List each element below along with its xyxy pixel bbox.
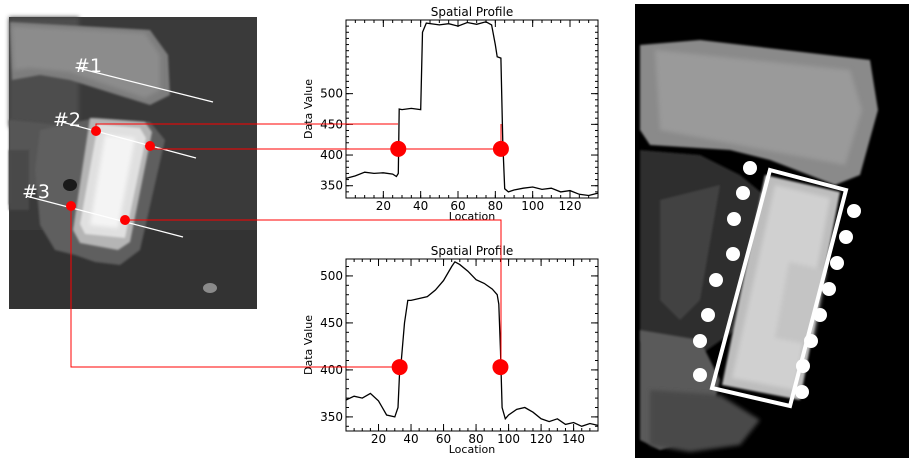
x-tick-label: 140 — [562, 432, 585, 446]
x-tick-label: 80 — [468, 432, 483, 446]
plot-frame — [345, 258, 599, 432]
y-axis-label: Data Value — [302, 315, 315, 375]
x-tick-label: 20 — [376, 199, 391, 213]
x-axis-label: Location — [449, 210, 496, 223]
plot-frame — [345, 19, 599, 199]
right-height-image — [635, 4, 909, 458]
connector-lines — [70, 123, 502, 368]
y-tick-label: 400 — [320, 363, 343, 377]
left-image-red-dots — [66, 126, 155, 225]
sample-point-markers — [693, 161, 861, 399]
x-tick-label: 100 — [497, 432, 520, 446]
left-height-image: #1 #2 #3 — [9, 17, 257, 309]
x-tick-label: 60 — [436, 432, 451, 446]
spatial-profile-chart-bottom: 20 40 60 80 100 120 140 350 400 450 500 Spatial Pro… — [302, 244, 599, 456]
y-tick-label: 350 — [320, 179, 343, 193]
x-tick-label: 100 — [521, 199, 544, 213]
chart-title: Spatial Profile — [431, 244, 513, 258]
y-axis-label: Data Value — [302, 79, 315, 139]
x-tick-label: 20 — [371, 432, 386, 446]
profile-line — [345, 21, 599, 197]
transect-label-1: #1 — [74, 55, 102, 77]
y-tick-label: 500 — [320, 87, 343, 101]
transect-label-2: #2 — [53, 109, 81, 131]
x-tick-label: 60 — [450, 199, 465, 213]
transect-label-3: #3 — [22, 181, 50, 203]
x-axis-label: Location — [449, 443, 496, 456]
x-tick-label: 120 — [530, 432, 553, 446]
profile-marker — [391, 359, 408, 376]
x-tick-label: 80 — [488, 199, 503, 213]
x-tick-label: 120 — [559, 199, 582, 213]
chart-title: Spatial Profile — [431, 5, 513, 19]
x-tick-label: 40 — [403, 432, 418, 446]
profile-line — [345, 260, 599, 427]
y-tick-label: 400 — [320, 148, 343, 162]
y-tick-label: 450 — [320, 316, 343, 330]
x-tick-label: 40 — [413, 199, 428, 213]
profile-marker — [492, 359, 509, 376]
y-tick-label: 500 — [320, 269, 343, 283]
y-tick-label: 350 — [320, 410, 343, 424]
